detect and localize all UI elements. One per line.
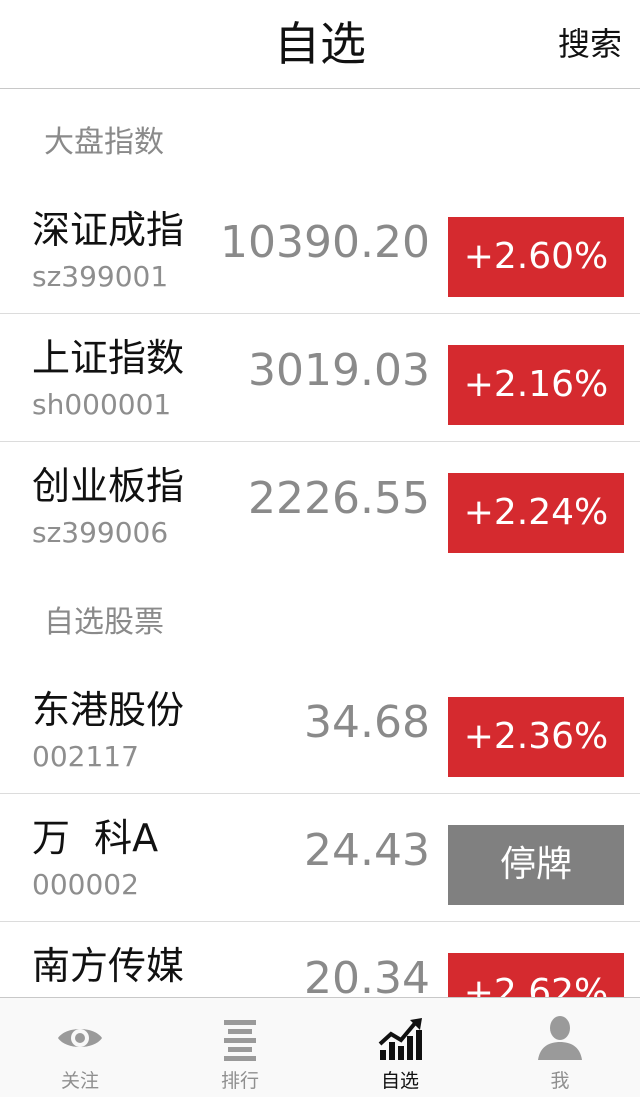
stock-code: 000002	[32, 868, 139, 901]
stock-code: sz399001	[32, 260, 169, 293]
watchlist-content[interactable]: 大盘指数 深证成指 sz399001 10390.20 +2.60% 上证指数 …	[0, 89, 640, 997]
stock-price: 34.68	[304, 697, 430, 748]
stock-price: 10390.20	[220, 217, 430, 268]
stock-name: 南方传媒	[32, 944, 185, 988]
index-row[interactable]: 深证成指 sz399001 10390.20 +2.60%	[0, 185, 640, 314]
search-button[interactable]: 搜索	[557, 25, 622, 63]
section-title-stocks: 自选股票	[44, 605, 164, 640]
index-row[interactable]: 创业板指 sz399006 2226.55 +2.24%	[0, 441, 640, 569]
tab-watchlist[interactable]: 自选	[320, 998, 480, 1097]
tab-bar: 关注 排行 自选 我	[0, 997, 640, 1097]
tab-label: 排行	[220, 1070, 259, 1092]
tab-label: 自选	[380, 1070, 419, 1092]
stock-name: 上证指数	[32, 336, 185, 380]
index-row[interactable]: 上证指数 sh000001 3019.03 +2.16%	[0, 313, 640, 442]
stock-name: 创业板指	[32, 464, 185, 508]
change-badge[interactable]: +2.24%	[448, 473, 624, 553]
tab-label: 关注	[60, 1070, 99, 1092]
chart-icon	[378, 1018, 422, 1060]
change-badge[interactable]: +2.36%	[448, 697, 624, 777]
stock-code: 002117	[32, 740, 139, 773]
stock-name: 东港股份	[32, 688, 185, 732]
stock-row[interactable]: 南方传媒 20.34 +2.62%	[0, 921, 640, 997]
stock-price: 20.34	[304, 953, 430, 997]
page-title: 自选	[274, 17, 366, 71]
stock-row[interactable]: 万 科A 000002 24.43 停牌	[0, 793, 640, 922]
section-title-index: 大盘指数	[44, 125, 164, 160]
tab-me[interactable]: 我	[480, 998, 640, 1097]
stock-price: 3019.03	[248, 345, 430, 396]
suspended-badge[interactable]: 停牌	[448, 825, 624, 905]
eye-icon	[58, 1029, 102, 1047]
stock-name: 深证成指	[32, 208, 185, 252]
user-icon	[538, 1016, 582, 1060]
stock-row[interactable]: 东港股份 002117 34.68 +2.36%	[0, 665, 640, 794]
stock-price: 24.43	[304, 825, 430, 876]
nav-bar: 自选 搜索	[0, 0, 640, 89]
stock-code: sh000001	[32, 388, 172, 421]
stock-name: 万 科A	[32, 816, 159, 860]
change-badge[interactable]: +2.60%	[448, 217, 624, 297]
change-badge[interactable]: +2.16%	[448, 345, 624, 425]
tab-ranking[interactable]: 排行	[160, 998, 320, 1097]
stock-price: 2226.55	[248, 473, 430, 524]
change-badge[interactable]: +2.62%	[448, 953, 624, 997]
list-icon	[224, 1020, 256, 1061]
tab-follow[interactable]: 关注	[0, 998, 160, 1097]
stock-code: sz399006	[32, 516, 169, 549]
tab-label: 我	[550, 1070, 570, 1092]
